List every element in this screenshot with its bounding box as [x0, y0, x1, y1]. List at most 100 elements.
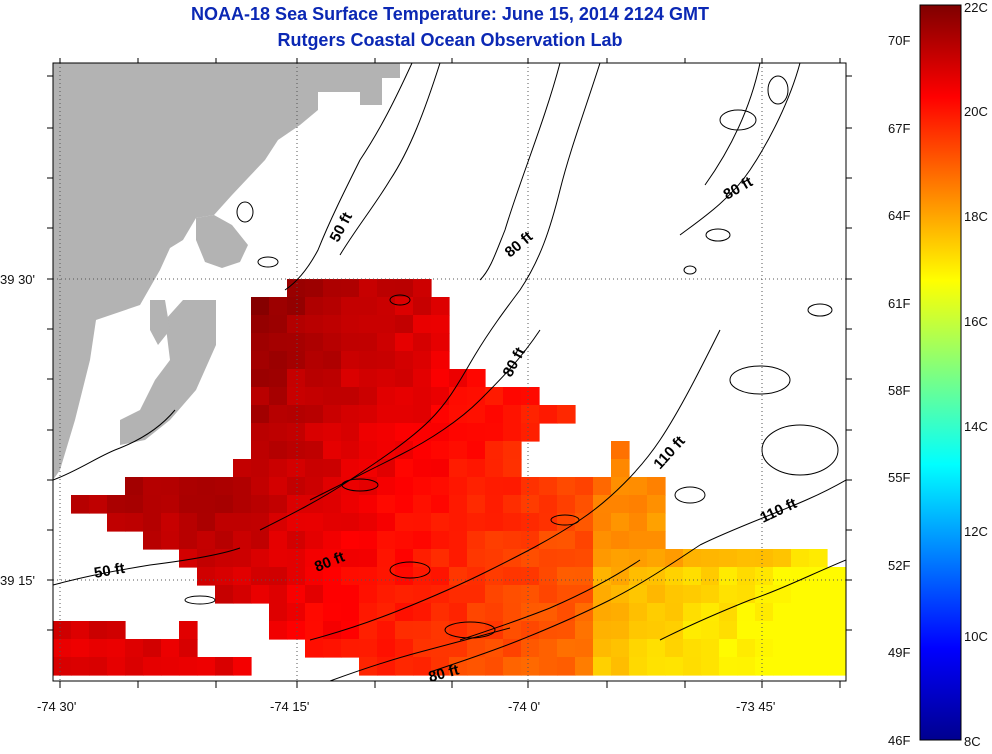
- sst-pixel: [395, 567, 414, 586]
- sst-pixel: [413, 531, 432, 550]
- sst-pixel: [233, 495, 252, 514]
- sst-pixel: [683, 621, 702, 640]
- sst-pixel: [413, 387, 432, 406]
- sst-pixel: [323, 549, 342, 568]
- sst-pixel: [287, 369, 306, 388]
- sst-pixel: [341, 585, 360, 604]
- sst-pixel: [467, 423, 486, 442]
- sst-pixel: [575, 621, 594, 640]
- sst-pixel: [215, 495, 234, 514]
- sst-pixel: [701, 603, 720, 622]
- sst-pixel: [629, 603, 648, 622]
- sst-pixel: [575, 585, 594, 604]
- sst-pixel: [269, 441, 288, 460]
- sst-pixel: [647, 567, 666, 586]
- sst-pixel: [395, 423, 414, 442]
- sst-pixel: [449, 603, 468, 622]
- sst-pixel: [557, 531, 576, 550]
- sst-pixel: [269, 333, 288, 352]
- sst-pixel: [557, 657, 576, 676]
- sst-pixel: [611, 657, 630, 676]
- sst-pixel: [647, 495, 666, 514]
- contour-label-80ft-b: 80 ft: [721, 173, 756, 203]
- sst-pixel: [251, 549, 270, 568]
- sst-pixel: [647, 585, 666, 604]
- sst-pixel: [215, 567, 234, 586]
- sst-pixel: [377, 387, 396, 406]
- colorbar-f-label: 49F: [888, 645, 911, 660]
- sst-pixel: [341, 387, 360, 406]
- sst-pixel: [179, 531, 198, 550]
- sst-pixel: [503, 621, 522, 640]
- sst-pixel: [323, 459, 342, 478]
- sst-pixel: [269, 315, 288, 334]
- sst-pixel: [701, 585, 720, 604]
- sst-pixel: [449, 441, 468, 460]
- sst-pixel: [809, 657, 828, 676]
- sst-pixel: [431, 621, 450, 640]
- sst-pixel: [719, 603, 738, 622]
- sst-pixel: [125, 657, 144, 676]
- sst-pixel: [377, 441, 396, 460]
- sst-pixel: [161, 657, 180, 676]
- colorbar: [919, 4, 962, 741]
- sst-pixel: [449, 423, 468, 442]
- sst-pixel: [107, 657, 126, 676]
- sst-pixel: [395, 639, 414, 658]
- sst-pixel: [377, 639, 396, 658]
- sst-pixel: [665, 567, 684, 586]
- sst-pixel: [413, 405, 432, 424]
- sst-pixel: [485, 495, 504, 514]
- sst-pixel: [467, 549, 486, 568]
- sst-pixel: [557, 477, 576, 496]
- sst-pixel: [791, 549, 810, 568]
- sst-pixel: [467, 531, 486, 550]
- sst-pixel: [233, 513, 252, 532]
- sst-pixel: [341, 297, 360, 316]
- sst-pixel: [125, 495, 144, 514]
- sst-pixel: [521, 513, 540, 532]
- sst-pixel: [269, 387, 288, 406]
- sst-pixel: [305, 477, 324, 496]
- sst-pixel: [449, 459, 468, 478]
- sst-pixel: [359, 297, 378, 316]
- sst-pixel: [179, 477, 198, 496]
- sst-pixel: [287, 549, 306, 568]
- sst-pixel: [647, 621, 666, 640]
- sst-pixel: [737, 639, 756, 658]
- sst-pixel: [449, 531, 468, 550]
- sst-pixel: [143, 513, 162, 532]
- y-tick-label: 39 30': [0, 272, 36, 287]
- sst-pixel: [287, 477, 306, 496]
- colorbar-c-label: 12C: [964, 524, 988, 539]
- sst-pixel: [305, 531, 324, 550]
- sst-pixel: [305, 405, 324, 424]
- sst-pixel: [287, 567, 306, 586]
- sst-pixel: [449, 549, 468, 568]
- sst-pixel: [539, 477, 558, 496]
- sst-pixel: [251, 423, 270, 442]
- sst-pixel: [251, 441, 270, 460]
- sst-pixel: [539, 531, 558, 550]
- sst-pixel: [755, 567, 774, 586]
- sst-pixel: [215, 477, 234, 496]
- sst-pixel: [431, 441, 450, 460]
- sst-pixel: [377, 567, 396, 586]
- sst-pixel: [485, 531, 504, 550]
- sst-pixel: [341, 639, 360, 658]
- sst-pixel: [593, 603, 612, 622]
- sst-pixel: [719, 639, 738, 658]
- sst-pixel: [629, 639, 648, 658]
- sst-pixel: [341, 369, 360, 388]
- sst-pixel: [827, 585, 846, 604]
- x-tick-label: -74 30': [37, 699, 77, 714]
- sst-pixel: [341, 279, 360, 298]
- sst-pixel: [647, 657, 666, 676]
- sst-pixel: [323, 477, 342, 496]
- sst-pixel: [413, 423, 432, 442]
- sst-pixel: [449, 657, 468, 676]
- sst-pixel: [395, 621, 414, 640]
- sst-pixel: [827, 603, 846, 622]
- contour-label-80ft-c: 80 ft: [500, 345, 529, 380]
- sst-pixel: [395, 549, 414, 568]
